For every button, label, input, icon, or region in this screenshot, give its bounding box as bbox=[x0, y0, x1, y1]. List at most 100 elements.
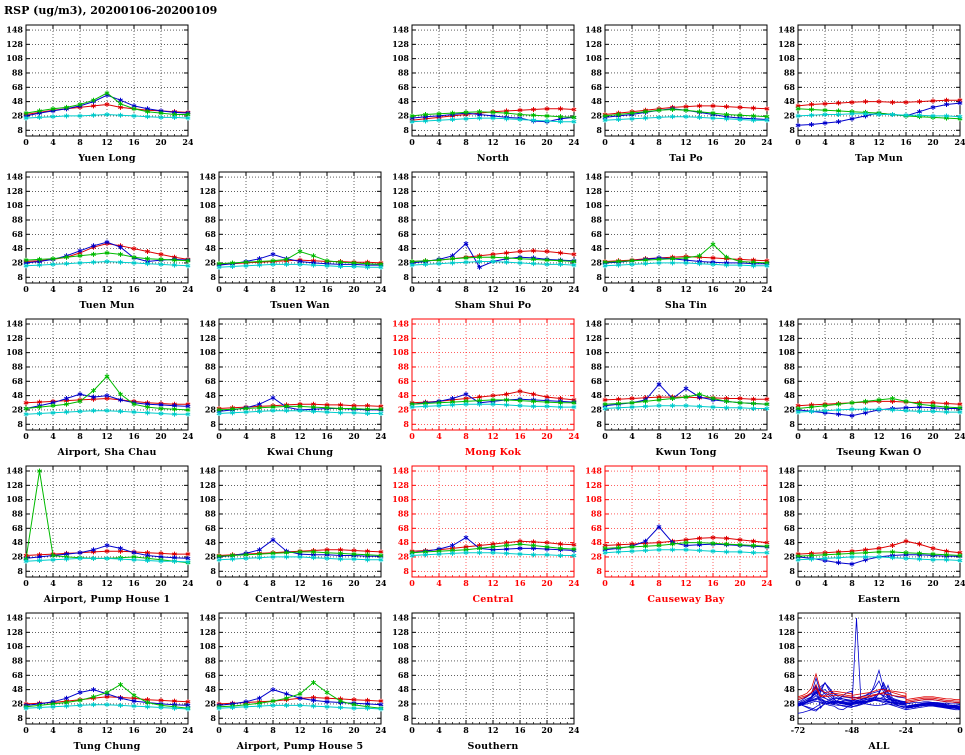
y-tick-label: 128 bbox=[6, 333, 23, 343]
x-tick-label: 0 bbox=[795, 137, 801, 147]
y-tick-label: 28 bbox=[205, 698, 217, 708]
page-header: RSP (ug/m3), 20200106-20200109 bbox=[0, 0, 965, 20]
y-tick-label: 88 bbox=[12, 214, 24, 224]
chart-title: Central/Western bbox=[255, 594, 345, 605]
y-tick-label: 148 bbox=[6, 466, 23, 476]
y-tick-label: 8 bbox=[17, 272, 23, 282]
y-tick-label: 148 bbox=[392, 613, 409, 623]
x-tick-label: 4 bbox=[629, 137, 635, 147]
x-tick-label: 12 bbox=[487, 284, 498, 294]
chart-title: Tseung Kwan O bbox=[836, 447, 921, 458]
x-tick-label: 8 bbox=[463, 137, 469, 147]
x-tick-label: 4 bbox=[50, 431, 56, 441]
y-tick-label: 48 bbox=[205, 243, 217, 253]
y-tick-label: 28 bbox=[591, 110, 603, 120]
x-tick-label: 24 bbox=[568, 284, 579, 294]
y-tick-label: 28 bbox=[12, 698, 24, 708]
x-tick-label: 20 bbox=[541, 578, 553, 588]
y-tick-label: 148 bbox=[585, 25, 602, 35]
y-tick-label: 68 bbox=[591, 82, 603, 92]
y-tick-label: 88 bbox=[591, 67, 603, 77]
y-tick-label: 48 bbox=[205, 537, 217, 547]
x-tick-label: 4 bbox=[629, 578, 635, 588]
x-tick-label: 8 bbox=[656, 578, 662, 588]
y-tick-label: 48 bbox=[398, 96, 410, 106]
y-tick-label: 128 bbox=[778, 39, 795, 49]
x-tick-label: 8 bbox=[849, 137, 855, 147]
x-tick-label: 12 bbox=[487, 578, 498, 588]
x-tick-label: 16 bbox=[321, 725, 333, 735]
y-tick-label: 68 bbox=[784, 670, 796, 680]
chart-title: Sha Tin bbox=[665, 300, 707, 311]
x-tick-label: 8 bbox=[463, 725, 469, 735]
y-tick-label: 128 bbox=[199, 627, 216, 637]
y-tick-label: 28 bbox=[205, 404, 217, 414]
x-tick-label: 20 bbox=[348, 284, 360, 294]
y-tick-label: 68 bbox=[205, 376, 217, 386]
y-tick-label: 68 bbox=[398, 82, 410, 92]
y-tick-label: 68 bbox=[12, 670, 24, 680]
y-tick-label: 48 bbox=[398, 537, 410, 547]
x-tick-label: 24 bbox=[761, 431, 772, 441]
x-tick-label: 0 bbox=[23, 578, 29, 588]
y-tick-label: 28 bbox=[205, 257, 217, 267]
y-tick-label: 148 bbox=[778, 466, 795, 476]
x-tick-label: 0 bbox=[216, 284, 222, 294]
x-tick-label: 12 bbox=[294, 431, 305, 441]
x-tick-label: 0 bbox=[23, 725, 29, 735]
x-tick-label: 20 bbox=[348, 725, 360, 735]
x-tick-label: 0 bbox=[409, 284, 415, 294]
chart-title: Tung Chung bbox=[74, 741, 141, 752]
x-tick-label: 16 bbox=[128, 137, 140, 147]
y-tick-label: 88 bbox=[12, 67, 24, 77]
x-tick-label: 0 bbox=[23, 284, 29, 294]
chart-title: Central bbox=[472, 594, 513, 605]
y-tick-label: 148 bbox=[392, 172, 409, 182]
x-tick-label: 20 bbox=[734, 578, 746, 588]
x-tick-label: 8 bbox=[77, 431, 83, 441]
y-tick-label: 68 bbox=[398, 523, 410, 533]
x-tick-label: 4 bbox=[50, 578, 56, 588]
x-tick-label: 20 bbox=[155, 725, 167, 735]
y-tick-label: 8 bbox=[403, 566, 409, 576]
y-tick-label: 108 bbox=[199, 494, 216, 504]
x-tick-label: 12 bbox=[101, 578, 112, 588]
y-tick-label: 88 bbox=[784, 508, 796, 518]
x-tick-label: 24 bbox=[182, 431, 193, 441]
y-tick-label: 128 bbox=[778, 333, 795, 343]
y-tick-label: 48 bbox=[591, 243, 603, 253]
x-tick-label: 8 bbox=[656, 431, 662, 441]
x-tick-label: 16 bbox=[900, 578, 912, 588]
x-tick-label: 20 bbox=[348, 431, 360, 441]
x-tick-label: 4 bbox=[436, 431, 442, 441]
x-tick-label: 4 bbox=[243, 431, 249, 441]
x-tick-label: 0 bbox=[795, 578, 801, 588]
y-tick-label: 8 bbox=[789, 125, 795, 135]
x-tick-label: 4 bbox=[436, 725, 442, 735]
y-tick-label: 28 bbox=[398, 257, 410, 267]
y-tick-label: 108 bbox=[778, 641, 795, 651]
y-tick-label: 88 bbox=[12, 655, 24, 665]
y-tick-label: 68 bbox=[784, 82, 796, 92]
chart-title: Southern bbox=[468, 741, 519, 752]
y-tick-label: 128 bbox=[392, 480, 409, 490]
y-tick-label: 88 bbox=[205, 214, 217, 224]
x-tick-label: 8 bbox=[77, 284, 83, 294]
y-tick-label: 68 bbox=[205, 523, 217, 533]
chart-all: 8 28 48 68 88 108 128 148 -72 -48 -24 0 ALL bbox=[772, 608, 965, 755]
y-tick-label: 68 bbox=[398, 229, 410, 239]
chart-title: Eastern bbox=[858, 594, 901, 605]
x-tick-label: 20 bbox=[927, 578, 939, 588]
y-tick-label: 88 bbox=[205, 655, 217, 665]
y-tick-label: 148 bbox=[199, 319, 216, 329]
x-tick-label: 4 bbox=[629, 431, 635, 441]
x-tick-label: 0 bbox=[216, 725, 222, 735]
y-tick-label: 48 bbox=[205, 684, 217, 694]
y-tick-label: 28 bbox=[591, 404, 603, 414]
y-tick-label: 88 bbox=[398, 508, 410, 518]
x-tick-label: 8 bbox=[463, 431, 469, 441]
x-tick-label: 20 bbox=[541, 137, 553, 147]
y-tick-label: 28 bbox=[398, 404, 410, 414]
y-tick-label: 108 bbox=[778, 53, 795, 63]
x-tick-label: 12 bbox=[101, 431, 112, 441]
